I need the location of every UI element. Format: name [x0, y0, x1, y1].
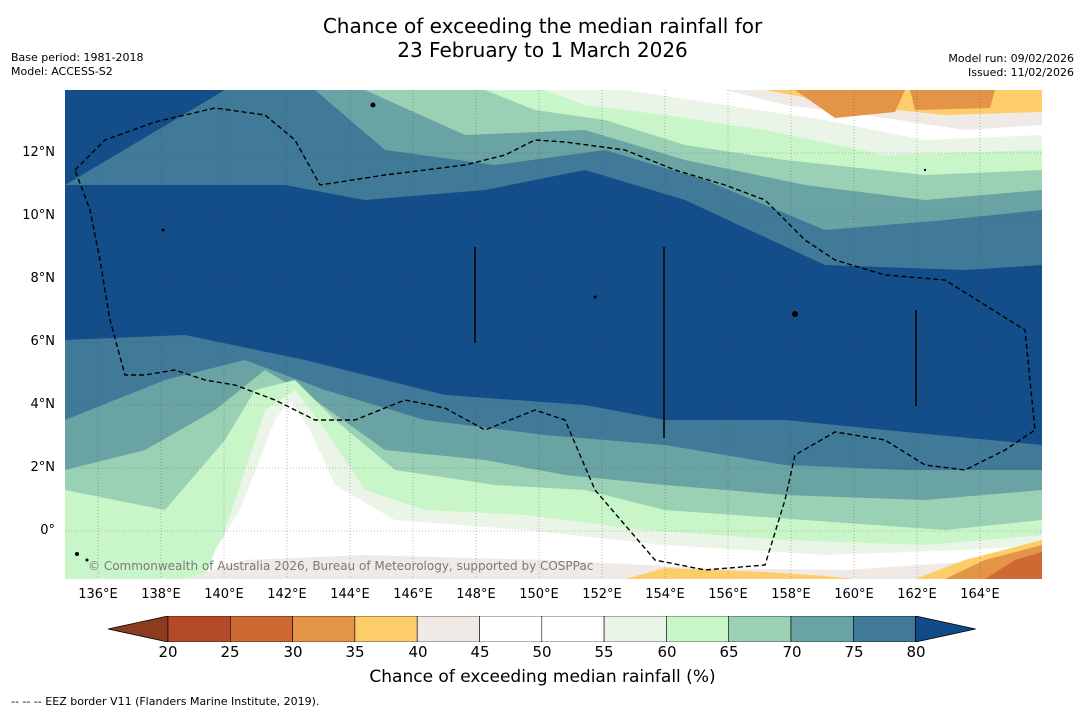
colorbar-tick: 60 — [657, 643, 677, 661]
lon-label: 156°E — [708, 587, 748, 602]
model-info: Base period: 1981-2018 Model: ACCESS-S2 — [11, 51, 143, 79]
lat-label: 10°N — [22, 208, 55, 223]
colorbar-tick: 50 — [532, 643, 552, 661]
lon-label: 140°E — [204, 587, 244, 602]
eez-border — [74, 107, 1036, 571]
colorbar-tick: 35 — [345, 643, 365, 661]
colorbar-cell — [354, 616, 418, 642]
model-run-text: Model run: 09/02/2026 — [948, 52, 1074, 65]
colorbar-cell — [479, 616, 543, 642]
colorbar-tick: 80 — [906, 643, 926, 661]
issued-text: Issued: 11/02/2026 — [967, 66, 1074, 79]
colorbar-tick: 30 — [283, 643, 303, 661]
lon-label: 160°E — [834, 587, 874, 602]
map-svg — [65, 90, 1042, 579]
graticule — [65, 90, 1042, 579]
colorbar-tick: 20 — [158, 643, 178, 661]
lon-label: 164°E — [960, 587, 1000, 602]
lon-label: 144°E — [330, 587, 370, 602]
colorbar-cell — [416, 616, 480, 642]
colorbar-cell — [292, 616, 356, 642]
lat-label: 12°N — [22, 145, 55, 160]
lon-label: 152°E — [582, 587, 622, 602]
colorbar — [108, 616, 976, 642]
title-line-1: Chance of exceeding the median rainfall … — [322, 14, 763, 38]
lon-label: 150°E — [519, 587, 559, 602]
zone-lines — [474, 247, 917, 438]
colorbar-under-arrow — [108, 616, 169, 642]
footer-note: -- -- -- EEZ border V11 (Flanders Marine… — [11, 695, 320, 708]
lon-label: 162°E — [897, 587, 937, 602]
lon-label: 148°E — [456, 587, 496, 602]
lon-label: 136°E — [78, 587, 118, 602]
colorbar-cell — [666, 616, 730, 642]
lat-label: 2°N — [30, 460, 56, 475]
colorbar-over-arrow — [915, 616, 976, 642]
colorbar-tick: 75 — [844, 643, 864, 661]
lat-label: 8°N — [30, 271, 56, 286]
colorbar-tick: 55 — [594, 643, 614, 661]
colorbar-cell — [167, 616, 231, 642]
lon-label: 138°E — [141, 587, 181, 602]
base-period-text: Base period: 1981-2018 — [11, 51, 144, 64]
colorbar-cell — [852, 616, 916, 642]
lon-label: 154°E — [645, 587, 685, 602]
copyright-text: © Commonwealth of Australia 2026, Bureau… — [88, 559, 594, 573]
map-title: Chance of exceeding the median rainfall … — [0, 14, 1085, 62]
colorbar-tick: 70 — [782, 643, 802, 661]
colorbar-title: Chance of exceeding median rainfall (%) — [369, 667, 716, 687]
lat-label: 4°N — [30, 397, 56, 412]
lon-label: 142°E — [267, 587, 307, 602]
colorbar-tick: 45 — [470, 643, 490, 661]
colorbar-tick: 25 — [220, 643, 240, 661]
contour-50-mid — [205, 400, 1042, 579]
colorbar-cell — [541, 616, 605, 642]
run-info: Model run: 09/02/2026 Issued: 11/02/2026 — [948, 52, 1074, 80]
islands — [75, 102, 927, 562]
lat-label: 0° — [40, 523, 55, 538]
title-line-2: 23 February to 1 March 2026 — [397, 38, 688, 62]
colorbar-tick: 65 — [719, 643, 739, 661]
contour-30-north — [795, 90, 995, 118]
colorbar-cell — [230, 616, 293, 642]
colorbar-cell — [603, 616, 667, 642]
contour-40-south — [185, 555, 1042, 579]
lon-label: 146°E — [393, 587, 433, 602]
lat-label: 6°N — [30, 334, 56, 349]
colorbar-tick: 40 — [408, 643, 428, 661]
contour-25-south — [985, 552, 1042, 579]
rainfall-map — [65, 90, 1042, 579]
colorbar-cell — [728, 616, 792, 642]
colorbar-cells — [108, 616, 976, 642]
colorbar-cell — [790, 616, 854, 642]
lon-label: 158°E — [771, 587, 811, 602]
model-text: Model: ACCESS-S2 — [11, 65, 113, 78]
